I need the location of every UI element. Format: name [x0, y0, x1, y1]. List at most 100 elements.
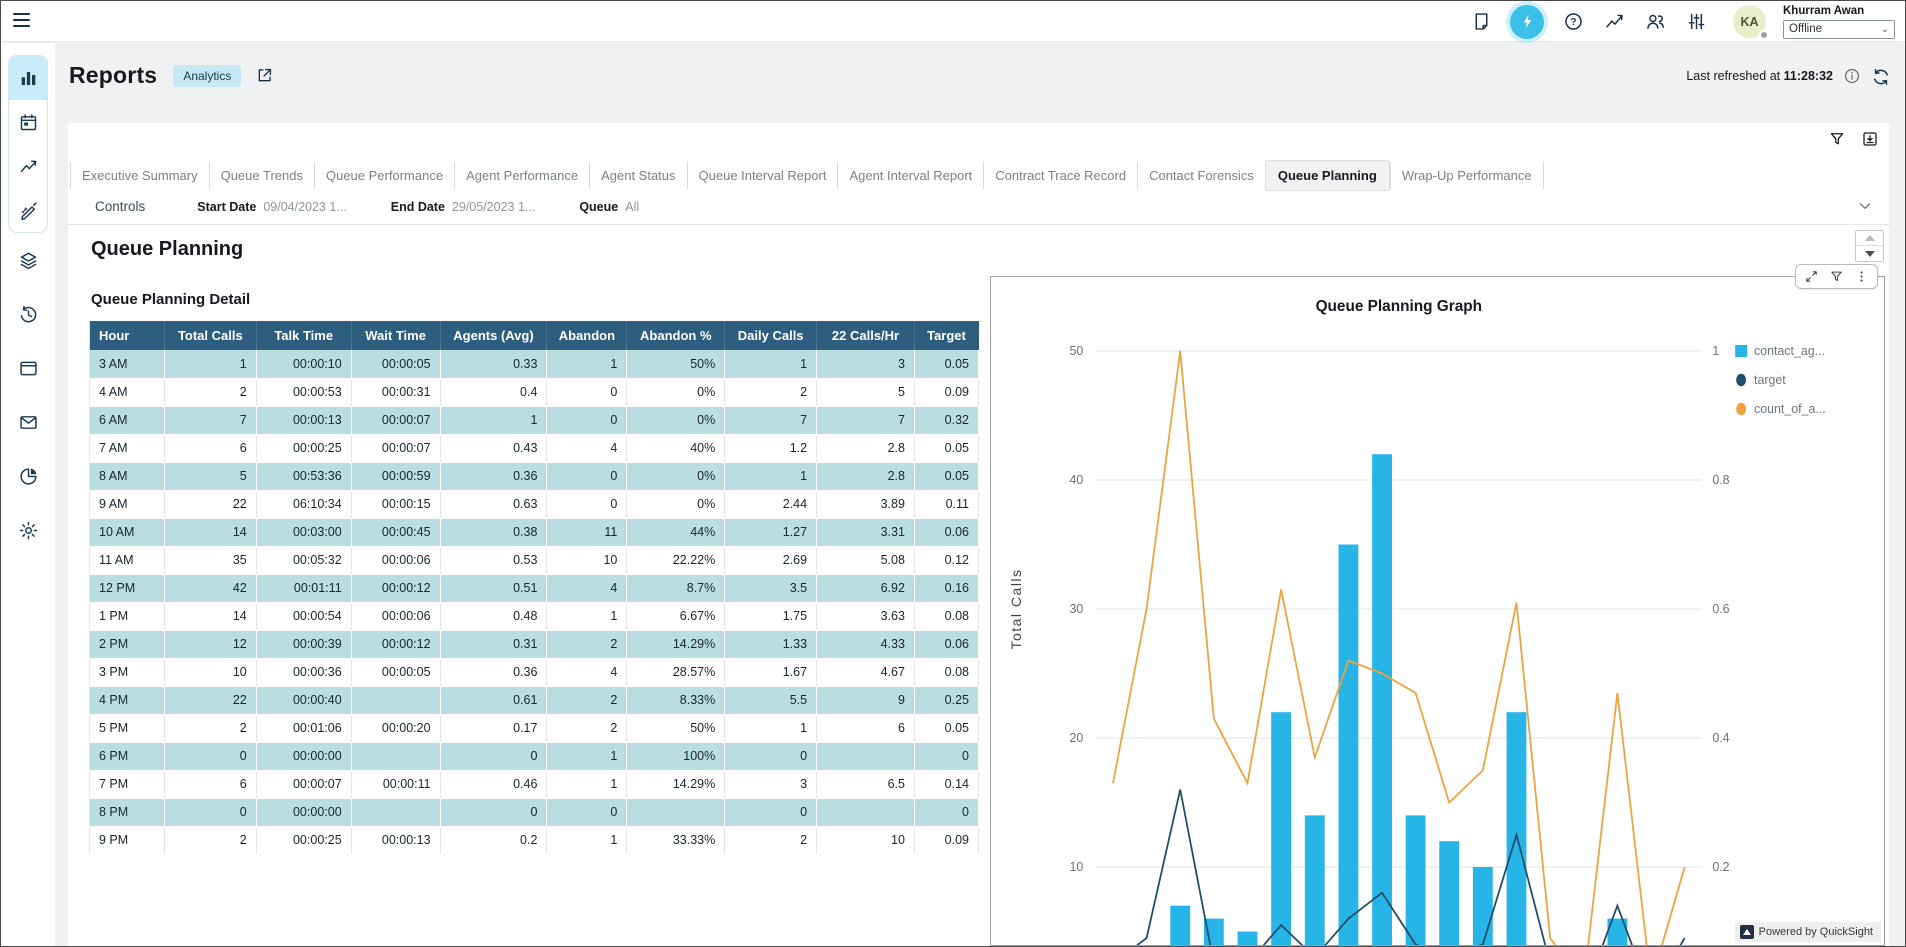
sidebar-item-bar-chart-icon[interactable] [9, 56, 47, 100]
column-header-hour[interactable]: Hour [90, 321, 165, 350]
table-cell: 00:00:40 [256, 686, 351, 714]
column-header-agents-avg-[interactable]: Agents (Avg) [440, 321, 547, 350]
legend-label[interactable]: contact_ag... [1754, 344, 1825, 358]
table-cell: 0.36 [440, 658, 547, 686]
queue-planning-table: HourTotal CallsTalk TimeWait TimeAgents … [89, 321, 979, 855]
agents-icon[interactable] [1643, 10, 1667, 34]
sidebar-item-settings-icon[interactable] [1, 503, 55, 557]
funnel-icon[interactable] [1829, 269, 1844, 284]
chart-visual-panel[interactable]: 10203040500.20.40.60.81Queue Planning Gr… [990, 276, 1885, 946]
column-header-talk-time[interactable]: Talk Time [256, 321, 351, 350]
download-icon[interactable] [1861, 130, 1879, 148]
external-link-icon[interactable] [255, 66, 275, 86]
bar-1PM[interactable] [1406, 815, 1426, 945]
table-row-3-am: 3 AM100:00:1000:00:050.33150%130.05 [90, 350, 979, 378]
table-cell: 2 [547, 686, 627, 714]
bar-3PM[interactable] [1473, 867, 1493, 945]
bar-6AM[interactable] [1170, 906, 1190, 945]
filter-value: 09/04/2023 1... [263, 200, 346, 214]
filter-end-date[interactable]: End Date29/05/2023 1... [391, 200, 536, 214]
sidebar-item-line-chart-icon[interactable] [9, 144, 47, 188]
section-heading-row: Queue Planning [68, 225, 1889, 271]
legend-label[interactable]: target [1754, 373, 1786, 387]
table-cell: 0% [627, 378, 725, 406]
filter-icon[interactable] [1828, 130, 1846, 148]
metrics-icon[interactable] [1602, 10, 1626, 34]
filter-queue[interactable]: QueueAll [579, 200, 639, 214]
expand-icon[interactable] [1804, 269, 1819, 284]
line-count-of-a-[interactable] [1113, 351, 1685, 945]
legend-label[interactable]: count_of_a... [1754, 402, 1826, 416]
table-cell: 7 AM [90, 434, 165, 462]
table-cell: 00:00:20 [351, 714, 440, 742]
kebab-menu-icon[interactable] [1854, 269, 1869, 284]
bar-2PM[interactable] [1439, 841, 1459, 945]
status-select[interactable]: Offline ⌄ [1783, 20, 1895, 39]
column-header-target[interactable]: Target [914, 321, 978, 350]
scroll-up-button[interactable] [1856, 231, 1883, 246]
bar-12PM[interactable] [1372, 454, 1392, 945]
column-header-abandon-[interactable]: Abandon % [627, 321, 725, 350]
bar-9AM[interactable] [1271, 712, 1291, 945]
sidebar-item-history-icon[interactable] [1, 287, 55, 341]
hamburger-menu-icon[interactable] [13, 13, 30, 29]
right-axis-tick: 0.8 [1712, 473, 1729, 487]
table-cell: 1 [725, 350, 817, 378]
tab-agent-performance[interactable]: Agent Performance [454, 162, 589, 189]
tab-wrap-up-performance[interactable]: Wrap-Up Performance [1390, 162, 1544, 189]
sliders-icon[interactable] [1684, 10, 1708, 34]
avatar[interactable]: KA [1733, 5, 1766, 38]
chart-canvas[interactable]: 10203040500.20.40.60.81Queue Planning Gr… [991, 277, 1884, 945]
tab-agent-status[interactable]: Agent Status [589, 162, 686, 189]
sidebar-item-layers-icon[interactable] [1, 233, 55, 287]
table-cell: 00:00:07 [351, 434, 440, 462]
table-cell: 00:00:54 [256, 602, 351, 630]
controls-collapse-chevron-icon[interactable] [1857, 198, 1873, 214]
refresh-icon[interactable] [1871, 67, 1889, 85]
bar-11AM[interactable] [1338, 545, 1358, 946]
sidebar-item-calendar-icon[interactable] [9, 100, 47, 144]
table-cell [817, 798, 915, 826]
sidebar-item-design-icon[interactable] [9, 188, 47, 232]
chart-toolbar [1795, 264, 1878, 289]
tab-queue-performance[interactable]: Queue Performance [314, 162, 454, 189]
table-cell: 00:53:36 [256, 462, 351, 490]
bar-4PM[interactable] [1507, 712, 1527, 945]
table-cell: 00:00:36 [256, 658, 351, 686]
sidebar-item-mail-icon[interactable] [1, 395, 55, 449]
tab-queue-trends[interactable]: Queue Trends [209, 162, 314, 189]
column-header-22-calls-hr[interactable]: 22 Calls/Hr [817, 321, 915, 350]
column-header-abandon[interactable]: Abandon [547, 321, 627, 350]
column-header-wait-time[interactable]: Wait Time [351, 321, 440, 350]
tab-queue-planning[interactable]: Queue Planning [1265, 160, 1390, 191]
table-cell: 00:00:00 [256, 798, 351, 826]
table-cell: 22.22% [627, 546, 725, 574]
bar-10AM[interactable] [1305, 815, 1325, 945]
table-cell: 0.06 [914, 630, 978, 658]
table-cell: 00:00:59 [351, 462, 440, 490]
tab-contract-trace-record[interactable]: Contract Trace Record [983, 162, 1137, 189]
table-cell: 12 [164, 630, 256, 658]
note-icon[interactable] [1469, 10, 1493, 34]
help-icon[interactable]: ? [1561, 10, 1585, 34]
column-header-total-calls[interactable]: Total Calls [164, 321, 256, 350]
tab-contact-forensics[interactable]: Contact Forensics [1137, 162, 1265, 189]
bar-8AM[interactable] [1238, 932, 1258, 946]
table-cell: 0.4 [440, 378, 547, 406]
scroll-down-button[interactable] [1856, 246, 1883, 261]
page-header: Reports Analytics Last refreshed at 11:2… [55, 43, 1905, 89]
tab-queue-interval-report[interactable]: Queue Interval Report [687, 162, 838, 189]
table-cell: 00:00:05 [351, 350, 440, 378]
tab-agent-interval-report[interactable]: Agent Interval Report [837, 162, 983, 189]
tab-executive-summary[interactable]: Executive Summary [70, 162, 209, 189]
filter-start-date[interactable]: Start Date09/04/2023 1... [197, 200, 346, 214]
chevron-down-icon: ⌄ [1881, 24, 1889, 35]
column-header-daily-calls[interactable]: Daily Calls [725, 321, 817, 350]
sidebar-item-window-icon[interactable] [1, 341, 55, 395]
sidebar-item-pie-chart-icon[interactable] [1, 449, 55, 503]
bolt-icon[interactable] [1510, 5, 1544, 39]
info-icon[interactable] [1843, 67, 1861, 85]
table-cell: 9 AM [90, 490, 165, 518]
table-cell: 28.57% [627, 658, 725, 686]
table-row-9-am: 9 AM2206:10:3400:00:150.6300%2.443.890.1… [90, 490, 979, 518]
